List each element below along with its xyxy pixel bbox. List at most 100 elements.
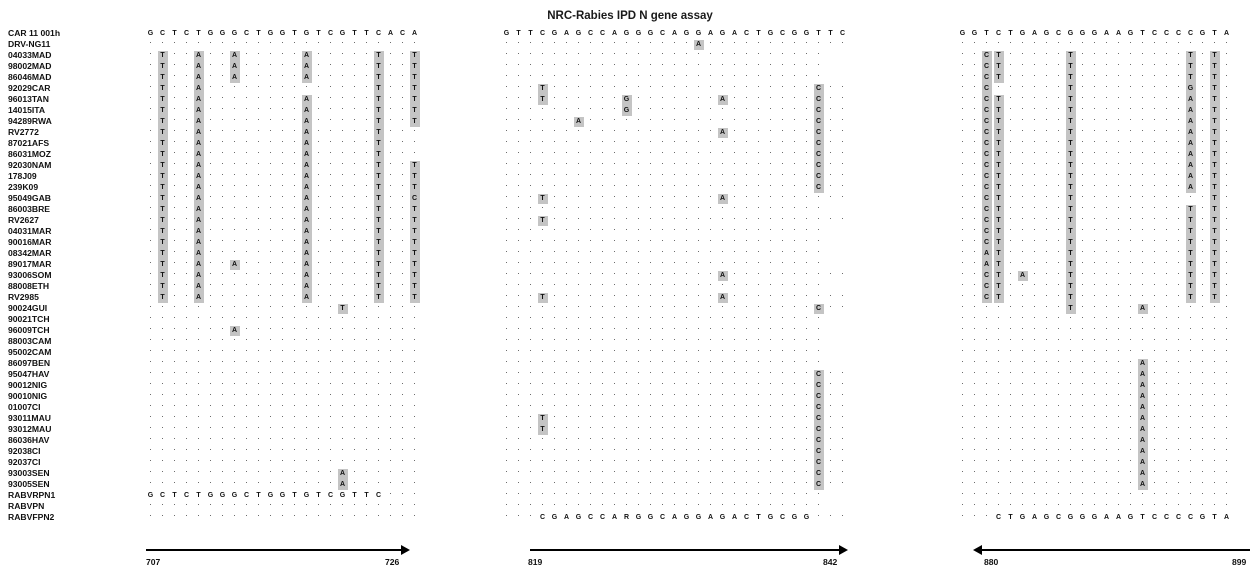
sequence-dot: · xyxy=(505,335,508,344)
sequence-dot: · xyxy=(1117,137,1120,146)
sequence-base: A xyxy=(1139,448,1146,455)
sequence-dot: · xyxy=(1021,445,1024,454)
sequence-dot: · xyxy=(377,478,380,487)
sequence-dot: · xyxy=(517,214,520,223)
sequence-dot: · xyxy=(637,126,640,135)
sequence-dot: · xyxy=(149,49,152,58)
sequence-dot: · xyxy=(997,478,1000,487)
sequence-dot: · xyxy=(305,467,308,476)
sequence-base: A xyxy=(195,63,202,70)
sequence-dot: · xyxy=(661,335,664,344)
sequence-dot: · xyxy=(269,379,272,388)
sequence-dot: · xyxy=(245,478,248,487)
sequence-dot: · xyxy=(793,71,796,80)
sequence-dot: · xyxy=(673,170,676,179)
sequence-dot: · xyxy=(733,423,736,432)
sequence-dot: · xyxy=(293,60,296,69)
sequence-dot: · xyxy=(1093,104,1096,113)
sequence-dot: · xyxy=(1225,357,1228,366)
sequence-base: T xyxy=(1212,228,1217,235)
sequence-dot: · xyxy=(1009,500,1012,509)
sequence-base: T xyxy=(376,184,381,191)
variant-highlight xyxy=(538,194,548,204)
sequence-dot: · xyxy=(1189,445,1192,454)
sequence-dot: · xyxy=(245,49,248,58)
sequence-dot: · xyxy=(745,302,748,311)
sequence-dot: · xyxy=(161,302,164,311)
sequence-dot: · xyxy=(697,324,700,333)
sequence-dot: · xyxy=(1117,115,1120,124)
sequence-dot: · xyxy=(745,401,748,410)
sequence-dot: · xyxy=(505,401,508,410)
sequence-dot: · xyxy=(401,434,404,443)
sequence-dot: · xyxy=(841,401,844,410)
sequence-dot: · xyxy=(185,126,188,135)
sequence-dot: · xyxy=(257,137,260,146)
sequence-dot: · xyxy=(413,379,416,388)
sequence-dot: · xyxy=(149,214,152,223)
sequence-dot: · xyxy=(1129,467,1132,476)
sequence-base: A xyxy=(719,129,726,136)
sequence-dot: · xyxy=(149,302,152,311)
sequence-base: C xyxy=(983,107,990,114)
sequence-dot: · xyxy=(829,269,832,278)
sequence-dot: · xyxy=(305,478,308,487)
sequence-dot: · xyxy=(221,357,224,366)
sequence-dot: · xyxy=(197,478,200,487)
sequence-dot: · xyxy=(209,104,212,113)
sequence-dot: · xyxy=(293,280,296,289)
sequence-base: T xyxy=(376,140,381,147)
variant-highlight xyxy=(814,84,824,193)
sequence-dot: · xyxy=(733,412,736,421)
sequence-dot: · xyxy=(257,324,260,333)
sequence-base: G xyxy=(1019,514,1026,521)
sequence-dot: · xyxy=(529,357,532,366)
sequence-dot: · xyxy=(353,280,356,289)
sequence-dot: · xyxy=(553,379,556,388)
sequence-dot: · xyxy=(1165,412,1168,421)
sequence-dot: · xyxy=(389,445,392,454)
sequence-dot: · xyxy=(1225,236,1228,245)
sequence-dot: · xyxy=(341,379,344,388)
sequence-dot: · xyxy=(293,148,296,157)
sequence-dot: · xyxy=(565,214,568,223)
sequence-dot: · xyxy=(1105,203,1108,212)
sequence-dot: · xyxy=(1129,335,1132,344)
sequence-dot: · xyxy=(389,159,392,168)
sequence-dot: · xyxy=(745,126,748,135)
sequence-dot: · xyxy=(961,38,964,47)
sequence-dot: · xyxy=(577,445,580,454)
sequence-dot: · xyxy=(805,291,808,300)
sequence-dot: · xyxy=(341,104,344,113)
sequence-dot: · xyxy=(257,390,260,399)
sequence-dot: · xyxy=(1069,500,1072,509)
sequence-dot: · xyxy=(281,258,284,267)
sequence-dot: · xyxy=(1117,269,1120,278)
sequence-dot: · xyxy=(733,192,736,201)
variant-highlight xyxy=(230,326,240,336)
sequence-dot: · xyxy=(505,456,508,465)
sequence-dot: · xyxy=(577,324,580,333)
sequence-dot: · xyxy=(1033,159,1036,168)
sequence-dot: · xyxy=(1225,302,1228,311)
sequence-dot: · xyxy=(401,390,404,399)
sequence-dot: · xyxy=(673,500,676,509)
sequence-dot: · xyxy=(269,467,272,476)
sequence-dot: · xyxy=(697,291,700,300)
sequence-dot: · xyxy=(733,324,736,333)
sequence-dot: · xyxy=(365,324,368,333)
sequence-dot: · xyxy=(637,115,640,124)
sequence-dot: · xyxy=(1117,104,1120,113)
sequence-dot: · xyxy=(341,192,344,201)
sequence-dot: · xyxy=(1033,324,1036,333)
variant-highlight xyxy=(814,370,824,490)
sequence-dot: · xyxy=(745,467,748,476)
sequence-dot: · xyxy=(613,313,616,322)
sequence-dot: · xyxy=(1033,500,1036,509)
sequence-dot: · xyxy=(745,335,748,344)
sequence-base: T xyxy=(1068,140,1073,147)
sequence-dot: · xyxy=(685,258,688,267)
sequence-dot: · xyxy=(685,445,688,454)
sequence-dot: · xyxy=(709,467,712,476)
sequence-dot: · xyxy=(601,313,604,322)
